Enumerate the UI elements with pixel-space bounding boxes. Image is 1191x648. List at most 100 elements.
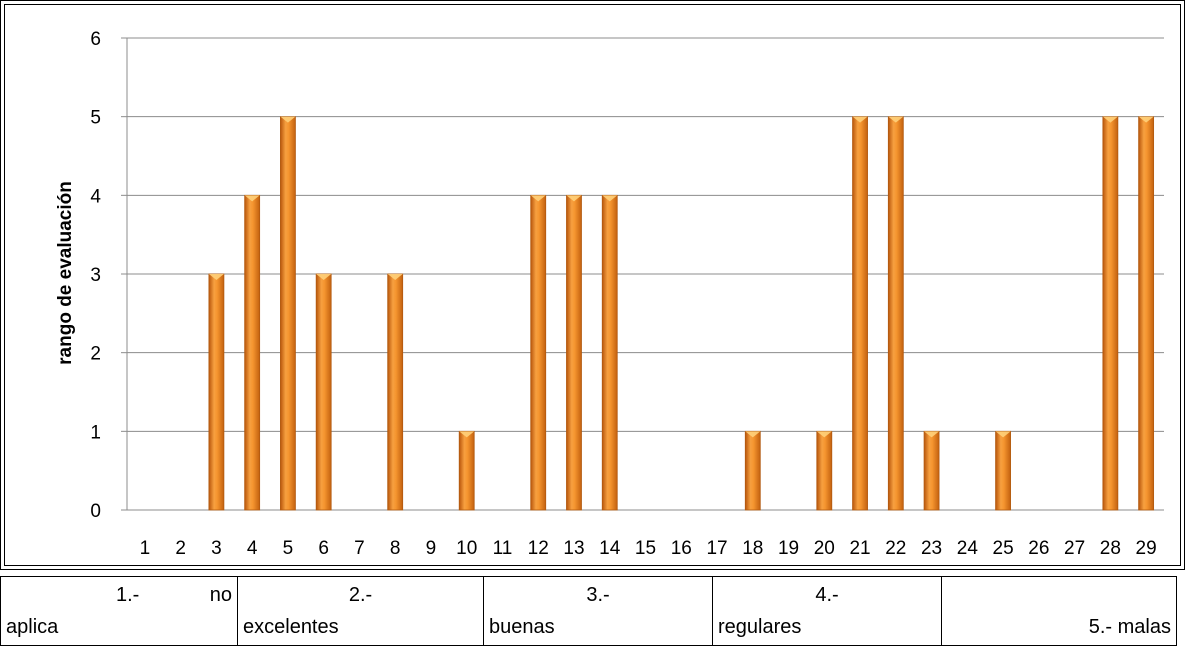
legend-3-line2: buenas — [489, 615, 555, 638]
y-axis-label: rango de evaluación — [55, 181, 76, 365]
legend-3-line1: 3.- — [586, 583, 610, 606]
x-tick-label-22: 22 — [885, 538, 906, 559]
bar-4 — [244, 194, 261, 511]
bar-6 — [315, 273, 332, 511]
bar-25 — [995, 430, 1011, 511]
x-tick-label-9: 9 — [426, 538, 437, 559]
bar-cap-28 — [1102, 116, 1118, 123]
bar-rect-5 — [280, 116, 296, 511]
x-tick-label-7: 7 — [354, 538, 365, 559]
x-tick-label-2: 2 — [175, 538, 186, 559]
legend-5-line1 — [947, 577, 1171, 611]
legend-5-line2: 5.- malas — [1088, 615, 1171, 638]
x-tick-label-23: 23 — [921, 538, 942, 559]
legend-cell-malas: 5.- malas — [941, 576, 1177, 646]
legend-4-line2: regulares — [718, 615, 802, 638]
x-tick-label-11: 11 — [493, 538, 513, 559]
bars — [208, 116, 1155, 511]
legend-2-line1: 2.- — [348, 583, 373, 606]
bar-cap-20 — [816, 431, 832, 438]
x-tick-label-15: 15 — [635, 538, 656, 559]
x-tick-label-4: 4 — [247, 538, 258, 559]
bar-12 — [530, 194, 547, 511]
bar-cap-13 — [566, 195, 582, 202]
x-tick-label-17: 17 — [706, 538, 727, 559]
bar-rect-23 — [923, 430, 940, 511]
x-tick-label-18: 18 — [742, 538, 763, 559]
x-tick-label-26: 26 — [1028, 538, 1049, 559]
bar-cap-14 — [602, 195, 618, 202]
y-tick-label-4: 4 — [90, 186, 101, 207]
bar-29 — [1138, 116, 1155, 511]
x-tick-label-10: 10 — [456, 538, 477, 559]
bar-rect-25 — [995, 430, 1011, 511]
bar-rect-21 — [852, 116, 868, 511]
bar-23 — [923, 430, 940, 511]
legend-cell-regulares: 4.- regulares — [712, 576, 942, 646]
x-tick-label-12: 12 — [528, 538, 549, 559]
bar-cap-18 — [745, 431, 761, 438]
bar-rect-13 — [566, 194, 582, 511]
bar-cap-25 — [995, 431, 1011, 438]
legend-1-line1b: no — [209, 583, 232, 606]
bar-rect-18 — [744, 430, 761, 511]
rating-legend-table: 1.- no aplica 2.- excelentes 3.- buenas … — [0, 576, 1177, 646]
bar-28 — [1102, 116, 1119, 511]
bar-5 — [280, 116, 296, 511]
x-tick-label-28: 28 — [1100, 538, 1121, 559]
legend-1-line1a: 1.- — [116, 583, 140, 606]
bar-cap-21 — [852, 116, 868, 123]
x-tick-label-19: 19 — [778, 538, 799, 559]
y-tick-label-3: 3 — [90, 265, 101, 286]
x-tick-label-27: 27 — [1064, 538, 1085, 559]
legend-cell-excelentes: 2.- excelentes — [237, 576, 484, 646]
bar-cap-8 — [387, 274, 403, 280]
bar-18 — [744, 430, 761, 511]
y-tick-labels: 0 1 2 3 4 5 6 — [90, 29, 101, 522]
x-tick-labels: 1 2 3 4 5 6 7 8 9 10 11 12 13 14 15 16 17 18 19 20 21 22 23 24 2… — [140, 538, 1157, 559]
bar-cap-29 — [1138, 116, 1154, 123]
x-tick-label-24: 24 — [957, 538, 979, 559]
y-tick-label-6: 6 — [90, 29, 101, 50]
bar-22 — [887, 116, 904, 511]
bar-14 — [601, 194, 618, 511]
bar-8 — [387, 273, 404, 511]
bar-rect-22 — [887, 116, 904, 511]
y-tick-label-2: 2 — [90, 344, 101, 365]
bar-21 — [852, 116, 868, 511]
bar-rect-8 — [387, 273, 404, 511]
bar-10 — [458, 430, 475, 511]
y-tick-label-1: 1 — [90, 422, 101, 443]
x-tick-label-16: 16 — [671, 538, 692, 559]
x-tick-label-20: 20 — [814, 538, 835, 559]
bar-cap-23 — [924, 431, 940, 438]
legend-cell-buenas: 3.- buenas — [483, 576, 713, 646]
x-tick-label-8: 8 — [390, 538, 401, 559]
x-tick-label-21: 21 — [849, 538, 870, 559]
bar-rect-10 — [458, 430, 475, 511]
x-tick-label-5: 5 — [283, 538, 294, 559]
x-tick-label-1: 1 — [140, 538, 151, 559]
bar-rect-14 — [601, 194, 618, 511]
legend-cell-no-aplica: 1.- no aplica — [0, 576, 238, 646]
bar-cap-5 — [280, 116, 296, 123]
y-tick-label-5: 5 — [90, 108, 101, 129]
bar-rect-6 — [315, 273, 332, 511]
bar-cap-10 — [459, 431, 475, 438]
bar-rect-20 — [816, 430, 833, 511]
legend-4-line1: 4.- — [815, 583, 839, 606]
bar-cap-22 — [888, 116, 904, 123]
legend-2-line2: excelentes — [243, 615, 339, 638]
bar-rect-4 — [244, 194, 261, 511]
x-tick-label-6: 6 — [318, 538, 329, 559]
legend-1-line2: aplica — [6, 615, 59, 638]
gridlines — [121, 37, 1164, 511]
bar-cap-3 — [208, 274, 224, 280]
bar-rect-3 — [208, 273, 225, 511]
y-tick-label-0: 0 — [90, 501, 101, 522]
x-tick-label-29: 29 — [1136, 538, 1157, 559]
bar-rect-29 — [1138, 116, 1155, 511]
bar-20 — [816, 430, 833, 511]
